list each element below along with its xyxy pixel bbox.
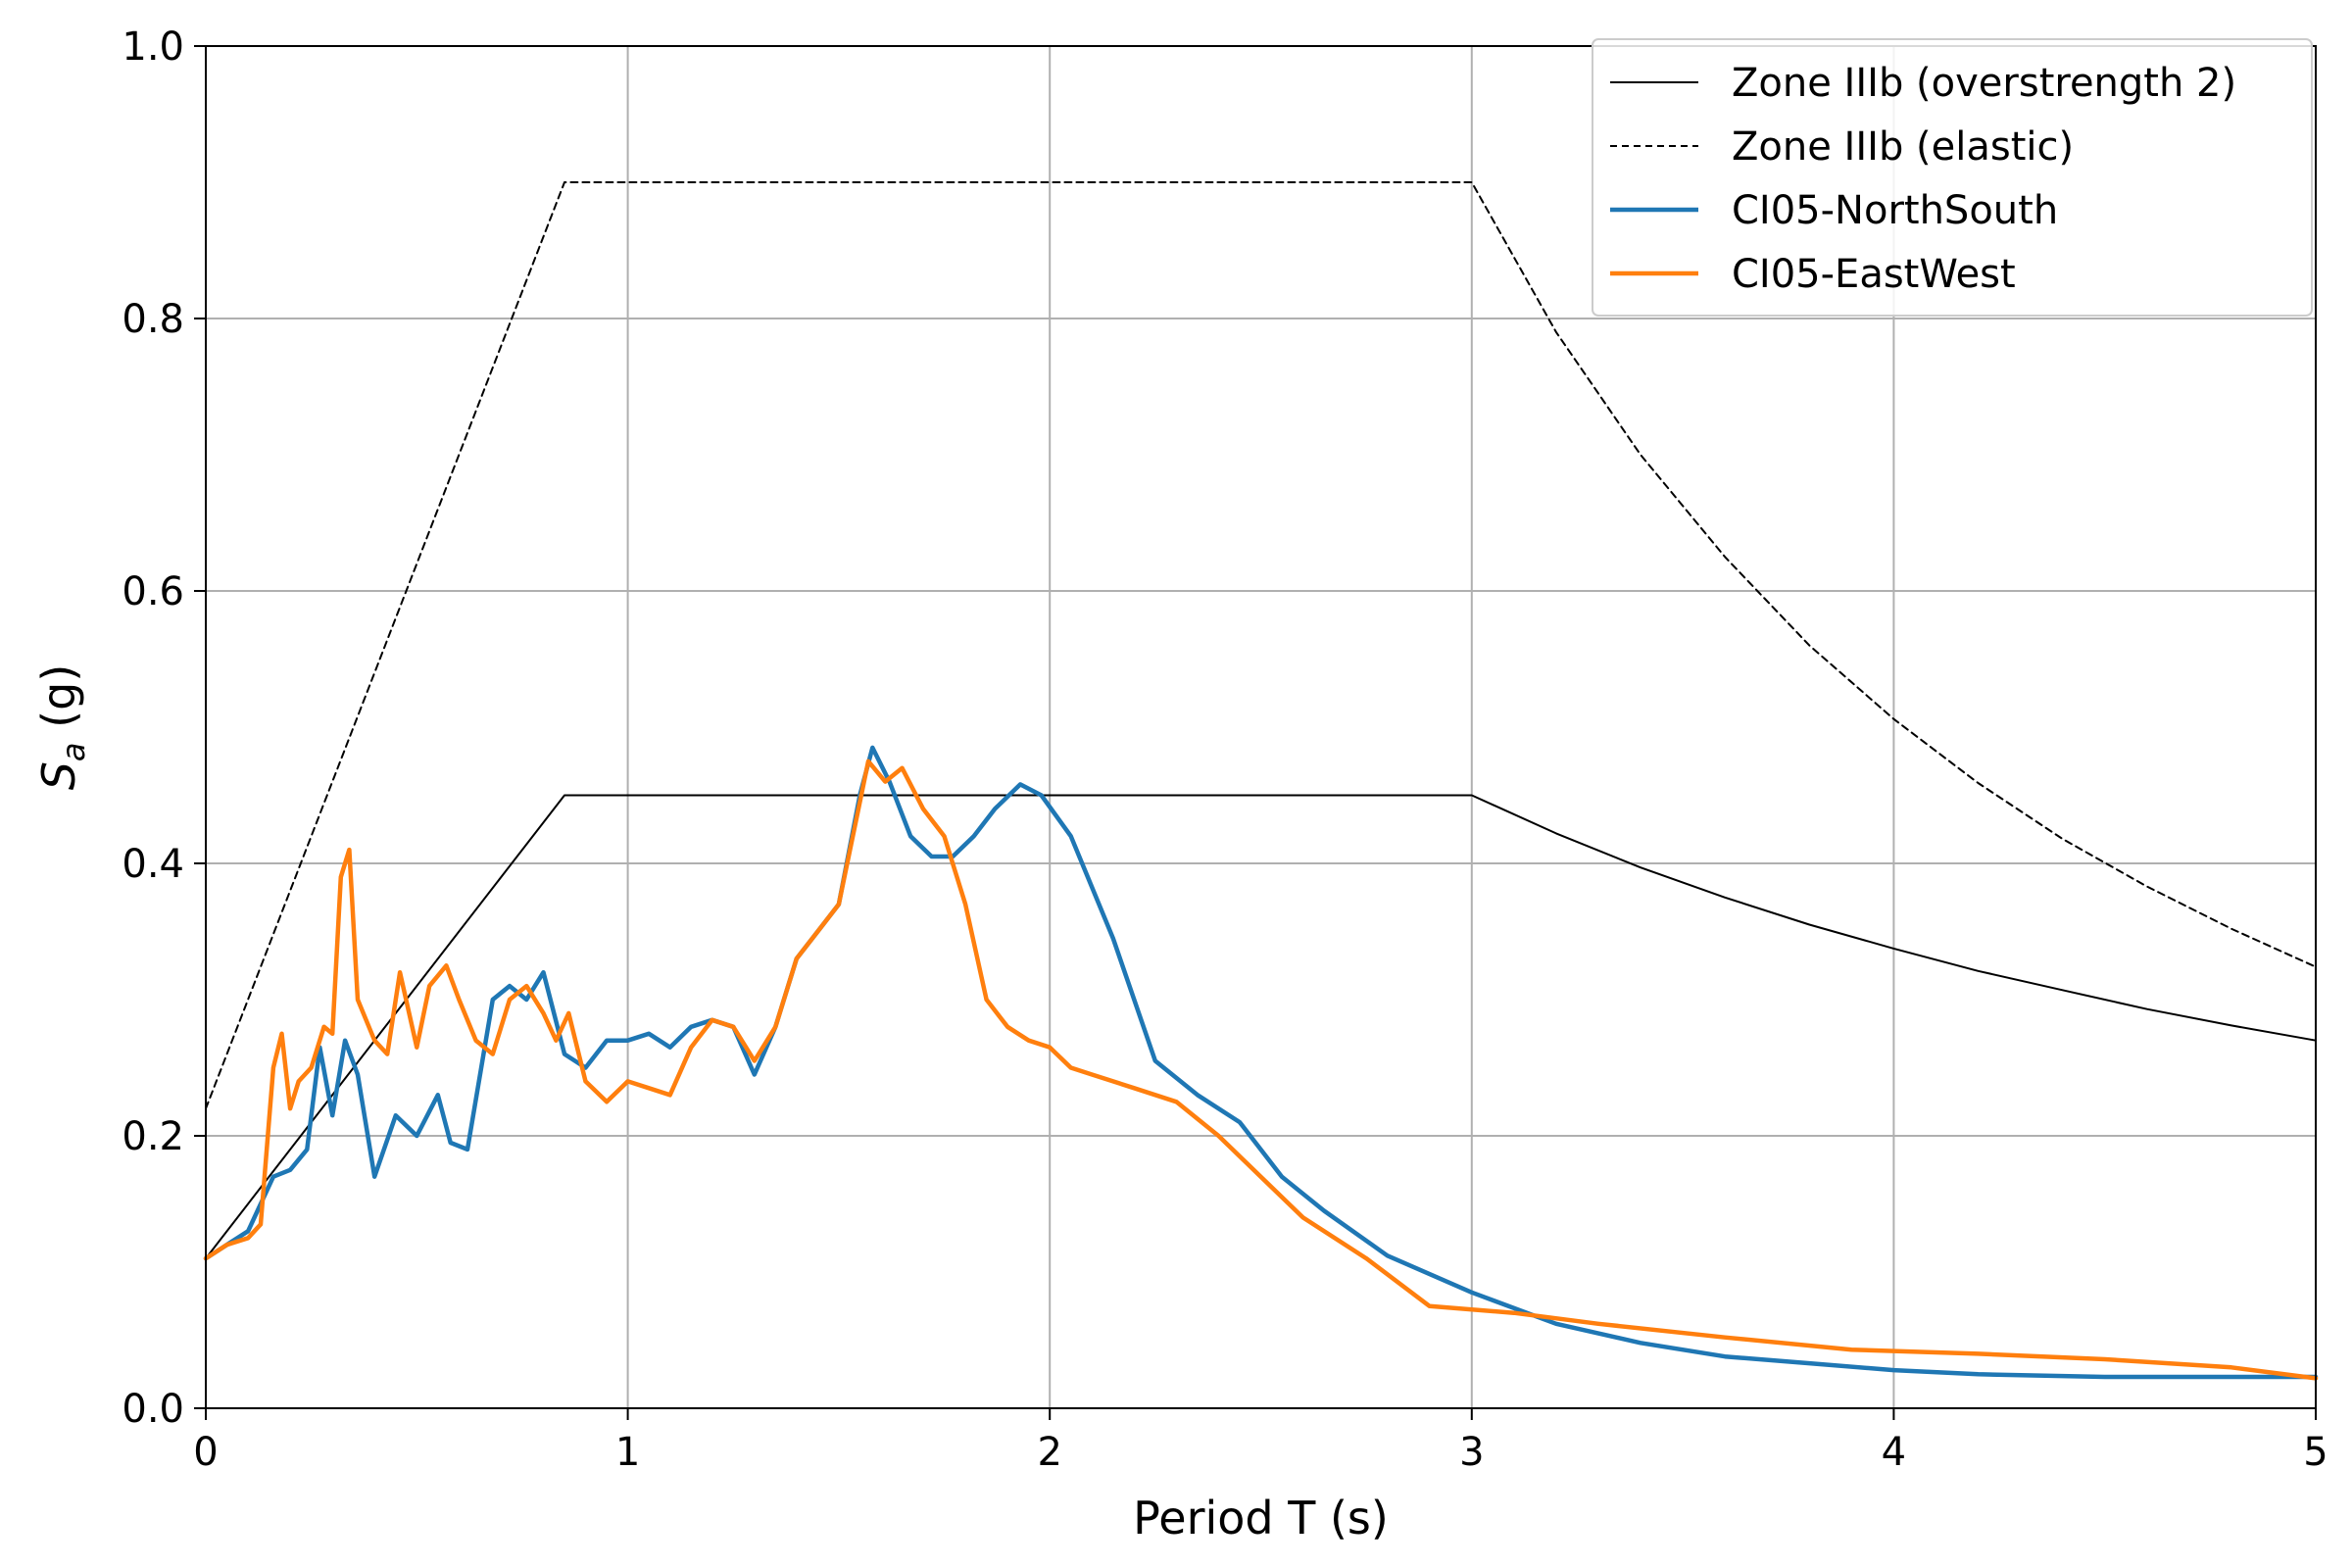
y-axis-title-subscript: a xyxy=(55,742,92,761)
y-tick-label: 0.2 xyxy=(122,1114,184,1159)
ticks: 0 1 2 3 4 5 0.0 0.2 0.4 0.6 0.8 1.0 xyxy=(122,24,2328,1475)
plot-frame xyxy=(205,45,2317,1409)
x-axis-title: Period T (s) xyxy=(1133,1492,1389,1544)
x-tick-label: 0 xyxy=(193,1430,218,1475)
series-line-zone-iiib-elastic xyxy=(205,181,2317,1110)
x-tick-label: 1 xyxy=(615,1430,640,1475)
x-tick-label: 4 xyxy=(1882,1430,1906,1475)
x-tick-label: 2 xyxy=(1037,1430,1061,1475)
y-axis-title-symbol: S xyxy=(32,761,85,790)
legend-box xyxy=(1592,38,2313,317)
legend: Zone IIIb (overstrength 2) Zone IIIb (ela… xyxy=(1592,38,2313,317)
legend-label-3: CI05-EastWest xyxy=(1732,252,2016,297)
y-tick-label: 0.4 xyxy=(122,842,184,887)
y-tick-label: 0.8 xyxy=(122,297,184,342)
legend-label-2: CI05-NorthSouth xyxy=(1732,188,2058,233)
series-layer xyxy=(203,181,2319,1381)
x-tick-label: 5 xyxy=(2303,1430,2328,1475)
series-line-ci05-eastwest xyxy=(203,759,2319,1381)
y-axis-title: Sa (g) xyxy=(32,664,92,791)
y-tick-label: 0.6 xyxy=(122,569,184,614)
y-tick-label: 0.0 xyxy=(122,1387,184,1432)
grid xyxy=(205,45,2317,1409)
legend-label-1: Zone IIIb (elastic) xyxy=(1732,124,2074,170)
series-line-zone-iiib-overstrength-2 xyxy=(205,794,2317,1260)
legend-label-0: Zone IIIb (overstrength 2) xyxy=(1732,61,2236,106)
x-tick-label: 3 xyxy=(1459,1430,1484,1475)
y-tick-label: 1.0 xyxy=(122,24,184,70)
y-axis-title-unit: (g) xyxy=(32,664,85,743)
